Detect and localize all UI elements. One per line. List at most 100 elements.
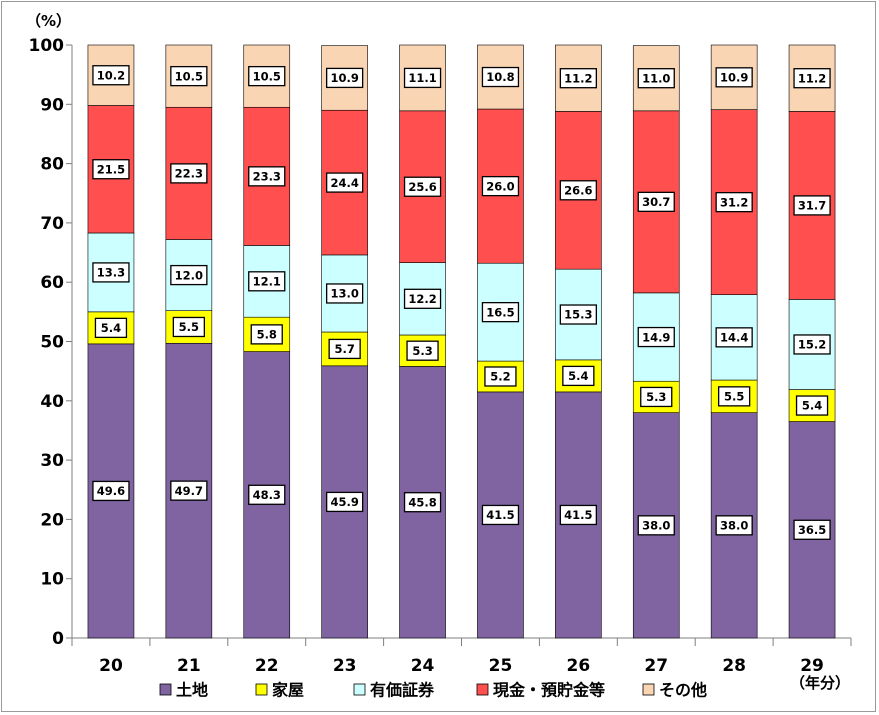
data-label-box — [248, 166, 286, 187]
data-label: 38.0 — [720, 519, 748, 533]
data-label-box — [637, 191, 675, 212]
data-label: 5.5 — [724, 390, 744, 404]
data-label: 21.5 — [97, 162, 125, 176]
legend-label: 土地 — [176, 681, 208, 700]
data-label-box — [403, 67, 442, 89]
legend-swatch — [255, 683, 268, 696]
x-tick-label: 25 — [489, 656, 513, 676]
data-label: 10.9 — [720, 71, 748, 85]
data-label: 41.5 — [486, 508, 514, 522]
data-label: 23.3 — [253, 170, 281, 184]
data-label-box — [325, 172, 364, 193]
legend: 土地 家屋 有価証券 現金・預貯金等 その他 — [159, 681, 707, 700]
data-label: 5.4 — [802, 399, 822, 413]
x-tick-label: 27 — [644, 656, 668, 676]
data-label-box — [484, 366, 517, 387]
data-label: 31.7 — [798, 199, 826, 213]
data-label: 16.5 — [486, 305, 514, 319]
data-label-box — [559, 304, 597, 325]
data-label-box — [793, 519, 831, 540]
y-tick-label: 30 — [40, 451, 64, 471]
data-label-box — [559, 504, 597, 526]
data-label-box — [92, 159, 130, 180]
data-label: 13.0 — [330, 287, 358, 301]
legend-item: その他 — [642, 681, 707, 700]
data-label: 49.6 — [97, 484, 125, 498]
data-label-box — [406, 340, 439, 361]
data-label-box — [637, 515, 675, 536]
legend-label: 有価証券 — [370, 681, 435, 700]
data-label: 12.2 — [408, 292, 436, 306]
data-label: 41.5 — [564, 508, 592, 522]
legend-swatch — [476, 683, 489, 696]
data-label-box — [715, 67, 753, 88]
data-label-box — [170, 480, 208, 501]
y-tick-label: 50 — [40, 333, 64, 353]
x-tick-label: 23 — [333, 656, 357, 676]
data-label-box — [559, 180, 597, 201]
data-label-box — [248, 484, 286, 505]
data-label: 14.4 — [720, 331, 748, 345]
y-tick-label: 80 — [40, 155, 64, 175]
x-tick-label: 29 — [800, 656, 824, 676]
y-tick-label: 70 — [40, 214, 64, 234]
y-axis-unit: （%） — [26, 12, 71, 30]
data-label-box — [403, 492, 442, 513]
data-label-box — [92, 65, 130, 86]
data-label-box — [92, 480, 130, 502]
legend-label: 家屋 — [272, 681, 304, 700]
legend-label: 現金・預貯金等 — [493, 681, 605, 700]
data-label: 30.7 — [642, 195, 670, 209]
data-label: 5.4 — [101, 321, 121, 335]
data-label-box — [328, 338, 361, 360]
data-label: 24.4 — [330, 176, 358, 190]
legend-item: 家屋 — [255, 681, 304, 700]
data-label-box — [481, 301, 520, 323]
data-label: 13.3 — [97, 266, 125, 280]
data-label-box — [715, 515, 753, 536]
data-label: 5.3 — [646, 390, 666, 404]
data-label-box — [481, 504, 520, 526]
data-label-box — [793, 334, 831, 355]
data-label: 15.3 — [564, 308, 592, 322]
y-tick-label: 0 — [52, 629, 64, 649]
data-label: 5.8 — [257, 328, 277, 342]
data-label: 22.3 — [175, 167, 203, 181]
data-label-box — [559, 68, 597, 89]
data-label: 15.2 — [798, 338, 826, 352]
data-label: 10.2 — [97, 68, 125, 82]
legend-swatch — [159, 683, 172, 696]
data-label: 5.2 — [490, 370, 510, 384]
data-label-box — [793, 195, 831, 216]
plot-area: 0 10 20 30 40 50 60 70 80 90 100 20 21 22 23 24 25 26 27 28… — [29, 36, 852, 676]
data-label: 45.9 — [330, 495, 358, 509]
data-label: 5.5 — [179, 320, 199, 334]
data-label-box — [170, 264, 208, 286]
legend-label: その他 — [659, 681, 707, 700]
data-label-box — [325, 491, 364, 513]
data-label: 48.3 — [253, 488, 281, 502]
y-tick-label: 100 — [29, 36, 65, 56]
y-tick-label: 90 — [40, 95, 64, 115]
y-tick-label: 60 — [40, 273, 64, 293]
data-label: 11.2 — [564, 71, 592, 85]
x-tick-label: 26 — [567, 656, 591, 676]
data-label: 12.0 — [175, 268, 203, 282]
x-tick-label: 28 — [722, 656, 746, 676]
data-label: 45.8 — [408, 495, 436, 509]
data-label: 11.0 — [642, 71, 670, 85]
x-tick-label: 20 — [99, 656, 123, 676]
data-label: 14.9 — [642, 330, 670, 344]
data-label: 25.6 — [408, 180, 436, 194]
data-label-box — [248, 65, 286, 87]
data-label-box — [170, 163, 208, 184]
data-label: 5.4 — [568, 369, 588, 383]
y-tick-label: 10 — [40, 570, 64, 590]
data-label-box — [795, 395, 829, 416]
legend-item: 現金・預貯金等 — [476, 681, 605, 700]
data-label-box — [170, 65, 208, 87]
data-label-box — [248, 271, 286, 292]
data-label-box — [94, 317, 128, 339]
legend-swatch — [642, 683, 655, 696]
data-label-box — [637, 326, 675, 348]
